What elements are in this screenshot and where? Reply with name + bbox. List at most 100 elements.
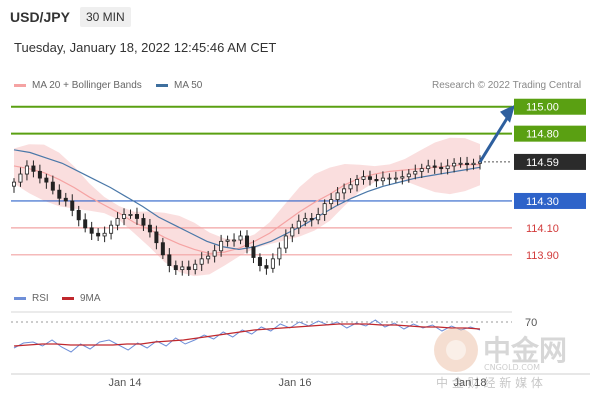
- candle-bearish: [37, 170, 42, 179]
- level-label-box: [514, 153, 586, 170]
- candle-bullish: [232, 239, 237, 242]
- watermark-brand: 中金网: [483, 334, 567, 367]
- candle-bullish: [348, 184, 353, 190]
- candle-bearish: [76, 209, 81, 221]
- candle-bearish: [57, 189, 62, 199]
- level-label-box: [514, 192, 586, 209]
- level-label-box: [514, 125, 586, 142]
- candle-bullish: [238, 235, 243, 241]
- target-arrow-layer: [478, 104, 515, 163]
- candle-bearish: [465, 162, 470, 166]
- candle-bearish: [160, 242, 165, 256]
- rsi-legend-label: RSI: [32, 293, 49, 304]
- candle-bullish: [303, 218, 308, 222]
- candle-bullish: [283, 235, 288, 249]
- watermark-tagline: 中 金 财 经 新 媒 体: [436, 375, 543, 390]
- level-label-115.00: 115.00: [526, 102, 559, 114]
- candle-bullish: [471, 162, 476, 166]
- candle-bullish: [128, 214, 133, 216]
- candle-bullish: [225, 239, 230, 242]
- candle-bullish: [413, 170, 418, 175]
- rsi-level-label: 70: [525, 317, 537, 329]
- candle-bullish: [102, 232, 107, 237]
- candle-bullish: [206, 255, 211, 260]
- candle-bearish: [63, 197, 68, 202]
- candle-bearish: [309, 218, 314, 221]
- candle-bullish: [18, 173, 23, 183]
- candle-bearish: [173, 265, 178, 271]
- legend-ma50: MA 50: [156, 80, 202, 91]
- legend-9ma: 9MA: [62, 293, 101, 304]
- x-tick-label: Jan 18: [453, 377, 486, 389]
- candle-bullish: [122, 214, 127, 219]
- candle-bearish: [251, 246, 256, 258]
- watermark-logo-inner: [446, 340, 466, 360]
- candle-bullish: [322, 203, 327, 215]
- level-label-114.30: 114.30: [526, 196, 559, 208]
- ma50-legend-label: MA 50: [174, 80, 203, 91]
- level-label-114.80: 114.80: [526, 129, 559, 141]
- target-arrow-head: [500, 104, 515, 123]
- candle-bullish: [452, 162, 457, 167]
- legend-ma20: MA 20 + Bollinger Bands: [14, 80, 142, 91]
- candle-bearish: [141, 218, 146, 226]
- candle-bullish: [180, 266, 185, 271]
- candle-bullish: [380, 177, 385, 182]
- candle-bearish: [83, 219, 88, 229]
- candle-bullish: [296, 220, 301, 229]
- candle-bearish: [432, 165, 437, 168]
- candle-bullish: [24, 165, 29, 175]
- timeframe-badge[interactable]: 30 MIN: [80, 7, 131, 27]
- candle-bullish: [445, 165, 450, 170]
- candle-bullish: [335, 192, 340, 201]
- candle-bullish: [115, 218, 120, 226]
- rsi-panel: 70: [11, 311, 537, 353]
- ma20-legend-label: MA 20 + Bollinger Bands: [32, 80, 142, 91]
- legend-rsi: RSI: [14, 293, 49, 304]
- candle-bullish: [316, 214, 321, 221]
- candles-layer: [11, 155, 482, 276]
- candle-bullish: [387, 177, 392, 180]
- watermark-domain: CNGOLD.COM: [484, 363, 540, 372]
- candle-bearish: [44, 177, 49, 183]
- candle-bearish: [439, 166, 444, 170]
- candle-bearish: [50, 181, 55, 191]
- candle-bearish: [257, 257, 262, 266]
- candle-bullish: [355, 179, 360, 186]
- rsi-swatch: [14, 296, 26, 300]
- candle-bullish: [277, 247, 282, 260]
- candle-bearish: [31, 165, 36, 172]
- candle-bullish: [458, 162, 463, 165]
- x-tick-label: Jan 14: [108, 377, 141, 389]
- price-levels-layer: [11, 105, 512, 256]
- chart-header: USD/JPY 30 MIN: [0, 0, 590, 36]
- candle-bullish: [342, 188, 347, 194]
- candle-bullish: [290, 227, 295, 237]
- research-credit: Research © 2022 Trading Central: [432, 80, 582, 91]
- candle-bullish: [361, 176, 366, 180]
- candle-bullish: [393, 177, 398, 180]
- candle-bullish: [11, 181, 16, 187]
- rsi-ma-legend-label: 9MA: [80, 293, 101, 304]
- level-labels-layer: 115.00 114.80 114.59 114.30 114.10 113.90: [514, 98, 586, 262]
- rsi-ma-line: [13, 323, 481, 347]
- level-label-114.59: 114.59: [526, 157, 559, 169]
- candle-bearish: [367, 176, 372, 180]
- candle-bullish: [199, 258, 204, 265]
- candle-bullish: [219, 240, 224, 252]
- candle-bullish: [426, 165, 431, 170]
- candle-bearish: [96, 232, 101, 237]
- candle-bearish: [154, 231, 159, 244]
- candle-bullish: [329, 199, 334, 205]
- candle-bearish: [264, 265, 269, 269]
- chart-datetime: Tuesday, January 18, 2022 12:45:46 AM CE…: [14, 40, 277, 55]
- rsi-ma-swatch: [62, 296, 74, 300]
- level-label-113.90: 113.90: [526, 250, 559, 262]
- candle-bearish: [244, 235, 249, 248]
- ma50-swatch: [156, 83, 168, 87]
- candle-bullish: [270, 258, 275, 269]
- candle-bearish: [134, 214, 139, 219]
- candle-bullish: [193, 263, 198, 271]
